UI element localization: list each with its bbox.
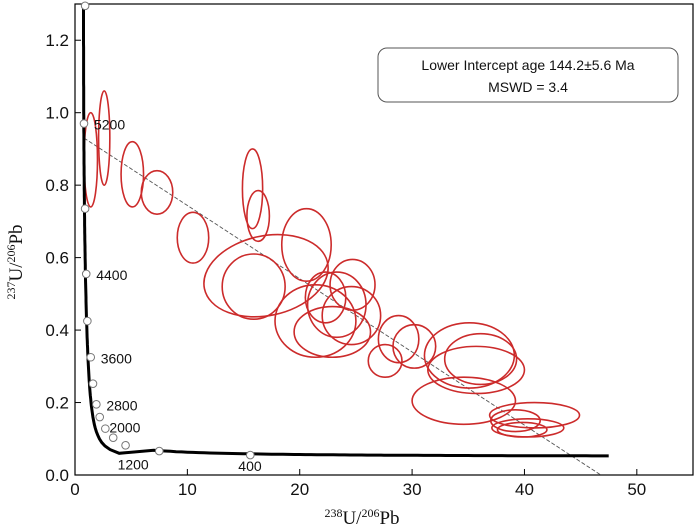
- concordia-marker: [95, 412, 105, 422]
- error-ellipse: [203, 233, 329, 318]
- x-title-base1: U/: [342, 508, 362, 529]
- age-label: 2800: [106, 397, 137, 413]
- error-ellipse: [246, 189, 271, 243]
- y-title-sup1: 237: [4, 282, 18, 300]
- age-label: 3600: [101, 350, 132, 366]
- error-ellipse: [427, 345, 526, 395]
- x-tick-label: 0: [70, 480, 79, 499]
- error-ellipse: [140, 169, 174, 215]
- concordia-marker: [80, 1, 90, 11]
- x-tick-label: 50: [627, 480, 646, 499]
- age-marker: [86, 352, 96, 362]
- age-marker: [121, 440, 130, 450]
- annotation-box: [377, 47, 679, 103]
- error-ellipse: [293, 305, 372, 359]
- y-title-sup2: 206: [4, 245, 18, 263]
- x-tick-label: 10: [178, 480, 197, 499]
- y-tick-label: 0.8: [45, 176, 69, 195]
- age-label: 400: [238, 458, 262, 474]
- error-ellipse: [377, 314, 420, 364]
- axis-ticks: 0 10 20 30 40 50 0.0 0.2 0.4 0.6 0.8 1.0 1.2: [45, 31, 646, 499]
- error-ellipse: [280, 207, 332, 282]
- x-tick-label: 20: [290, 480, 309, 499]
- concordia-marker: [88, 379, 98, 388]
- concordia-marker: [154, 446, 164, 456]
- plot-frame: [74, 3, 694, 476]
- age-marker: [92, 400, 101, 409]
- error-ellipse: [489, 408, 541, 433]
- age-label: 1200: [118, 456, 149, 472]
- concordia-marker: [80, 204, 90, 214]
- age-label: 2000: [109, 420, 140, 436]
- age-markers: 5200 4400 3600 2800 2000 1200 400: [79, 1, 262, 474]
- age-label: 4400: [96, 267, 127, 283]
- concordia-curve: [82, 4, 609, 458]
- age-label: 5200: [94, 117, 125, 133]
- error-ellipse: [392, 323, 437, 369]
- age-marker: [245, 450, 255, 460]
- error-ellipse: [176, 211, 210, 264]
- x-title-sup2: 206: [361, 506, 379, 520]
- error-ellipse: [411, 376, 517, 426]
- error-ellipse: [274, 283, 357, 359]
- error-ellipse: [321, 285, 382, 346]
- y-title-base2: Pb: [6, 224, 27, 244]
- age-marker: [81, 269, 91, 279]
- age-marker: [101, 424, 110, 433]
- error-ellipse: [97, 90, 111, 186]
- x-title-base2: Pb: [379, 508, 399, 529]
- intercept-annotation: Lower Intercept age 144.2±5.6 Ma MSWD = …: [377, 47, 679, 103]
- error-ellipse: [367, 343, 403, 378]
- y-title-base1: U/: [6, 262, 27, 282]
- y-tick-label: 0.4: [45, 321, 69, 340]
- y-tick-label: 0.6: [45, 249, 69, 268]
- annotation-line-2: MSWD = 3.4: [488, 79, 568, 95]
- concordia-curve-layer: [82, 4, 609, 458]
- error-ellipse: [306, 271, 367, 339]
- error-ellipse: [120, 140, 145, 208]
- y-axis-title: 237U/206Pb: [4, 224, 27, 299]
- error-ellipse: [221, 253, 286, 321]
- y-tick-label: 0.0: [45, 466, 69, 485]
- age-marker: [79, 119, 89, 128]
- error-ellipses: [83, 90, 581, 438]
- y-tick-label: 0.2: [45, 394, 69, 413]
- y-tick-label: 1.2: [45, 31, 69, 50]
- x-title-sup1: 238: [324, 506, 342, 520]
- regression-line: [83, 137, 602, 476]
- x-tick-label: 30: [403, 480, 422, 499]
- regression-layer: [83, 137, 602, 476]
- x-axis-title: 238U/206Pb: [324, 506, 399, 529]
- y-tick-label: 1.0: [45, 104, 69, 123]
- annotation-line-1: Lower Intercept age 144.2±5.6 Ma: [421, 57, 634, 73]
- error-ellipse: [329, 258, 376, 311]
- concordia-marker: [83, 316, 92, 326]
- concordia-marker: [108, 433, 118, 442]
- error-ellipse: [443, 332, 518, 386]
- error-ellipse: [496, 421, 548, 438]
- error-ellipse: [241, 148, 264, 230]
- x-tick-label: 40: [515, 480, 534, 499]
